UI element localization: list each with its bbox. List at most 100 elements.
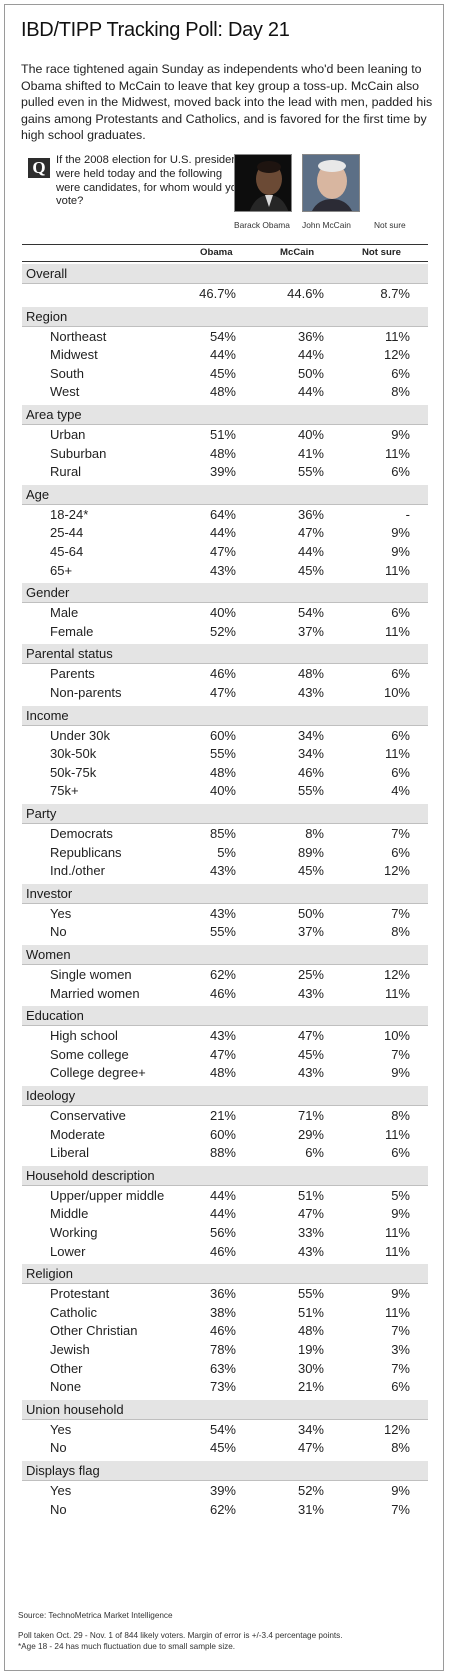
not-sure-value: 8%: [391, 1440, 410, 1456]
obama-value: 48%: [209, 1065, 236, 1081]
table-header: Obama McCain Not sure: [22, 244, 428, 262]
obama-value: 38%: [209, 1304, 236, 1320]
page-title: IBD/TIPP Tracking Poll: Day 21: [21, 19, 290, 41]
obama-value: 44%: [209, 347, 236, 363]
obama-value: 36%: [209, 1286, 236, 1302]
mccain-value: 47%: [297, 1028, 324, 1044]
row-label: Single women: [50, 967, 132, 982]
mccain-value: 47%: [297, 525, 324, 541]
table-row: Parents 46% 48% 6%: [22, 665, 428, 683]
mccain-value: 29%: [297, 1126, 324, 1142]
mccain-value: 19%: [297, 1342, 324, 1357]
obama-value: 40%: [209, 783, 236, 799]
row-label: Other Christian: [50, 1323, 138, 1339]
table-row: 18-24* 64% 36% -: [22, 506, 428, 524]
column-obama: Obama: [200, 247, 233, 258]
table-row: Non-parents 47% 43% 10%: [22, 684, 428, 702]
age-footnote: *Age 18 - 24 has much fluctuation due to…: [18, 1641, 236, 1651]
obama-value: 88%: [209, 1145, 236, 1161]
row-label: Jewish: [50, 1342, 90, 1357]
row-label: Moderate: [50, 1126, 105, 1142]
row-label: Upper/upper middle: [50, 1187, 165, 1203]
obama-value: 44%: [209, 1206, 236, 1222]
obama-value: 54%: [209, 328, 236, 344]
table-row: High school 43% 47% 10%: [22, 1027, 428, 1045]
obama-value: 62%: [209, 967, 236, 982]
table-row: South 45% 50% 6%: [22, 365, 428, 383]
row-label: Yes: [50, 1421, 72, 1437]
row-label: Liberal: [50, 1145, 90, 1161]
not-sure-value: 6%: [391, 605, 410, 621]
section-header: Education: [22, 1006, 428, 1027]
mccain-value: 50%: [297, 365, 324, 381]
not-sure-value: 8.7%: [380, 286, 410, 301]
obama-value: 43%: [209, 1028, 236, 1044]
table-row: Other 63% 30% 7%: [22, 1360, 428, 1378]
section-header: Parental status: [22, 644, 428, 665]
not-sure-value: 11%: [384, 445, 410, 461]
not-sure-value: 5%: [391, 1187, 410, 1203]
section-header: Income: [22, 705, 428, 726]
obama-value: 47%: [209, 1046, 236, 1062]
table-row: Other Christian 46% 48% 7%: [22, 1322, 428, 1340]
obama-value: 73%: [209, 1379, 236, 1395]
not-sure-value: 11%: [384, 1243, 410, 1259]
mccain-value: 41%: [297, 445, 324, 461]
obama-value: 44%: [209, 525, 236, 541]
row-label: Female: [50, 623, 94, 639]
row-label: No: [50, 924, 67, 940]
table-row: 50k-75k 48% 46% 6%: [22, 764, 428, 782]
obama-value: 45%: [209, 365, 236, 381]
not-sure-value: 11%: [384, 1126, 410, 1142]
row-label: 25-44: [50, 525, 84, 541]
mccain-value: 45%: [297, 1046, 324, 1062]
not-sure-value: 8%: [391, 1108, 410, 1123]
row-label: No: [50, 1501, 67, 1517]
not-sure-value: 9%: [391, 1206, 410, 1222]
not-sure-value: 12%: [383, 1421, 410, 1437]
row-label: Lower: [50, 1243, 86, 1259]
table-row: Catholic 38% 51% 11%: [22, 1304, 428, 1322]
question-block: Q If the 2008 election for U.S. presiden…: [28, 154, 428, 234]
obama-value: 54%: [209, 1421, 236, 1437]
not-sure-value: 6%: [391, 365, 410, 381]
obama-value: 48%: [209, 764, 236, 780]
obama-value: 60%: [209, 1126, 236, 1142]
obama-value: 43%: [209, 905, 236, 921]
obama-value: 85%: [209, 826, 236, 841]
row-label: Ind./other: [50, 863, 105, 879]
column-not-sure: Not sure: [362, 247, 401, 258]
caption-not-sure: Not sure: [374, 220, 406, 230]
mccain-value: 25%: [297, 967, 324, 982]
not-sure-value: 10%: [383, 685, 410, 700]
mccain-value: 6%: [305, 1145, 324, 1161]
table-row: Urban 51% 40% 9%: [22, 426, 428, 444]
table-row: Midwest 44% 44% 12%: [22, 346, 428, 364]
table-row: Northeast 54% 36% 11%: [22, 328, 428, 346]
row-label: Suburban: [50, 445, 107, 461]
table-row: Yes 54% 34% 12%: [22, 1421, 428, 1439]
mccain-value: 55%: [297, 783, 324, 799]
row-label: 18-24*: [50, 506, 89, 522]
not-sure-value: 12%: [383, 863, 410, 879]
mccain-value: 51%: [297, 1304, 324, 1320]
mccain-value: 55%: [297, 464, 324, 480]
row-label: College degree+: [50, 1065, 146, 1081]
not-sure-value: 7%: [391, 1046, 410, 1062]
row-label: South: [50, 365, 84, 381]
not-sure-value: 12%: [383, 967, 410, 982]
obama-value: 51%: [209, 427, 236, 442]
row-label: 50k-75k: [50, 764, 97, 780]
table-row: Conservative 21% 71% 8%: [22, 1107, 428, 1125]
not-sure-value: 11%: [384, 1304, 410, 1320]
mccain-photo: [302, 154, 360, 212]
row-label: Yes: [50, 1483, 72, 1498]
not-sure-value: 11%: [384, 1225, 410, 1240]
not-sure-value: 6%: [391, 844, 410, 860]
caption-obama: Barack Obama: [234, 220, 290, 230]
obama-value: 46%: [209, 985, 236, 1001]
row-label: Catholic: [50, 1304, 97, 1320]
mccain-value: 44%: [297, 347, 324, 363]
section-header: Religion: [22, 1264, 428, 1285]
not-sure-value: 6%: [391, 666, 410, 682]
